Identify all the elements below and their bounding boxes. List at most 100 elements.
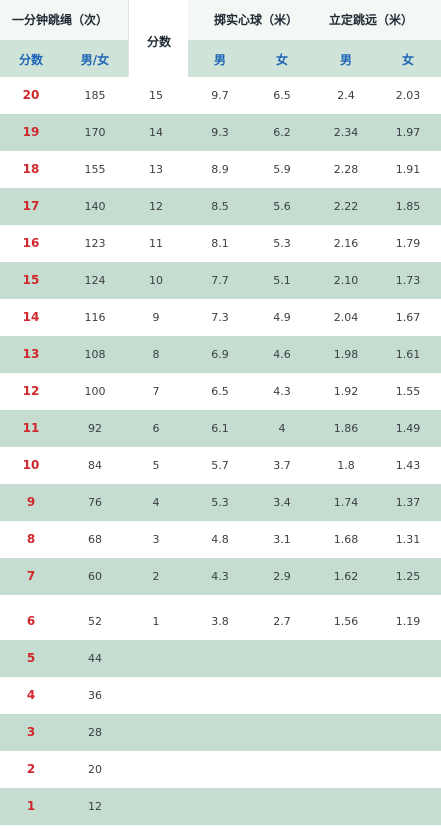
jump-female-cell: 1.31	[395, 533, 421, 546]
jump-male-cell: 2.4	[337, 89, 355, 102]
ball-male-cell	[196, 751, 244, 788]
ball-male-cell: 7.3	[211, 311, 229, 324]
ball-female-cell: 2.9	[273, 570, 291, 583]
table-row: 4 36	[0, 677, 441, 714]
score-cell: 16	[22, 236, 40, 250]
jump-male-cell	[322, 640, 370, 677]
table-row: 8 68 3 4.8 3.1 1.68 1.31	[0, 521, 441, 558]
score2-cell: 8	[152, 348, 160, 361]
score-cell: 12	[22, 384, 40, 398]
rope-cell: 100	[84, 385, 106, 398]
score-cell: 17	[22, 199, 40, 213]
score2-cell: 1	[152, 615, 160, 628]
score-cell: 9	[26, 495, 36, 509]
table-row: 6 52 1 3.8 2.7 1.56 1.19	[0, 603, 441, 640]
ball-female-cell: 5.3	[273, 237, 291, 250]
jump-male-cell: 1.56	[333, 615, 359, 628]
table-row: 20 185 15 9.7 6.5 2.4 2.03	[0, 77, 441, 114]
jump-male-cell: 1.74	[333, 496, 359, 509]
jump-female-cell: 1.55	[395, 385, 421, 398]
table-row: 9 76 4 5.3 3.4 1.74 1.37	[0, 484, 441, 521]
score2-cell	[128, 788, 184, 825]
rope-cell: 36	[88, 689, 102, 702]
score-cell: 14	[22, 310, 40, 324]
score2-cell: 14	[149, 126, 163, 139]
ball-female-cell: 4.6	[273, 348, 291, 361]
jump-male-cell: 1.92	[333, 385, 359, 398]
score2-cell: 11	[149, 237, 163, 250]
ball-female-cell: 4.9	[273, 311, 291, 324]
score2-cell: 15	[149, 89, 163, 102]
jump-female-cell	[384, 788, 432, 825]
ball-male-cell: 5.3	[211, 496, 229, 509]
table-row: 7 60 2 4.3 2.9 1.62 1.25	[0, 558, 441, 595]
jump-female-cell: 1.91	[395, 163, 421, 176]
rope-header: 一分钟跳绳（次） 分数 男/女	[0, 0, 128, 77]
ball-male-cell	[196, 640, 244, 677]
jump-female-cell: 2.03	[395, 89, 421, 102]
table-row: 13 108 8 6.9 4.6 1.98 1.61	[0, 336, 441, 373]
jump-female-cell: 1.73	[395, 274, 421, 287]
jump-female-cell	[384, 640, 432, 677]
jump-female-cell: 1.97	[395, 126, 421, 139]
ball-female-cell: 3.1	[273, 533, 291, 546]
rope-cell: 68	[88, 533, 102, 546]
score2-cell: 3	[152, 533, 160, 546]
jump-female-cell: 1.67	[395, 311, 421, 324]
score2-cell	[128, 751, 184, 788]
rope-cell: 12	[88, 800, 102, 813]
ball-male-cell: 8.5	[211, 200, 229, 213]
jump-female-cell: 1.85	[395, 200, 421, 213]
score2-cell: 9	[152, 311, 160, 324]
rope-title: 一分钟跳绳（次）	[12, 13, 109, 27]
ball-male-cell: 4.8	[211, 533, 229, 546]
ball-male-cell: 6.1	[211, 422, 229, 435]
ball-female-cell: 3.7	[273, 459, 291, 472]
table-row: 18 155 13 8.9 5.9 2.28 1.91	[0, 151, 441, 188]
score2-cell: 2	[152, 570, 160, 583]
jump-female-cell: 1.49	[395, 422, 421, 435]
rope-cell: 60	[88, 570, 102, 583]
score2-cell	[128, 714, 184, 751]
ball-male-header: 男	[213, 53, 226, 67]
table-row: 14 116 9 7.3 4.9 2.04 1.67	[0, 299, 441, 336]
jump-female-cell: 1.79	[395, 237, 421, 250]
jump-female-cell: 1.19	[395, 615, 421, 628]
jump-male-cell: 1.98	[333, 348, 359, 361]
table-row: 3 28	[0, 714, 441, 751]
ball-female-cell	[258, 714, 306, 751]
score-cell: 5	[26, 651, 36, 665]
ball-male-cell: 3.8	[211, 615, 229, 628]
jump-male-cell: 2.10	[333, 274, 359, 287]
rope-cell: 92	[88, 422, 102, 435]
jump-female-header: 女	[401, 53, 414, 67]
score-cell: 20	[22, 88, 40, 102]
score2-cell	[128, 640, 184, 677]
score2-cell: 12	[149, 200, 163, 213]
jump-female-cell: 1.37	[395, 496, 421, 509]
ball-female-cell	[258, 788, 306, 825]
score-cell: 15	[22, 273, 40, 287]
ball-female-cell	[258, 640, 306, 677]
jump-male-cell: 2.28	[333, 163, 359, 176]
score2-cell: 5	[152, 459, 160, 472]
table-row: 15 124 10 7.7 5.1 2.10 1.73	[0, 262, 441, 299]
score-cell: 1	[26, 799, 36, 813]
table-row: 16 123 11 8.1 5.3 2.16 1.79	[0, 225, 441, 262]
score-cell: 4	[26, 688, 36, 702]
gender-column-header: 男/女	[80, 53, 110, 67]
rope-cell: 116	[84, 311, 106, 324]
mid-score-header: 分数	[128, 0, 190, 77]
table-row: 17 140 12 8.5 5.6 2.22 1.85	[0, 188, 441, 225]
table-row: 11 92 6 6.1 4 1.86 1.49	[0, 410, 441, 447]
ball-male-cell: 6.9	[211, 348, 229, 361]
ball-female-cell: 3.4	[273, 496, 291, 509]
mid-score-label: 分数	[146, 35, 171, 49]
score2-cell: 13	[149, 163, 163, 176]
jump-male-cell: 2.04	[333, 311, 359, 324]
score-cell: 13	[22, 347, 40, 361]
score-cell: 10	[22, 458, 40, 472]
ball-female-cell: 5.9	[273, 163, 291, 176]
ball-male-cell: 4.3	[211, 570, 229, 583]
score2-cell: 10	[149, 274, 163, 287]
